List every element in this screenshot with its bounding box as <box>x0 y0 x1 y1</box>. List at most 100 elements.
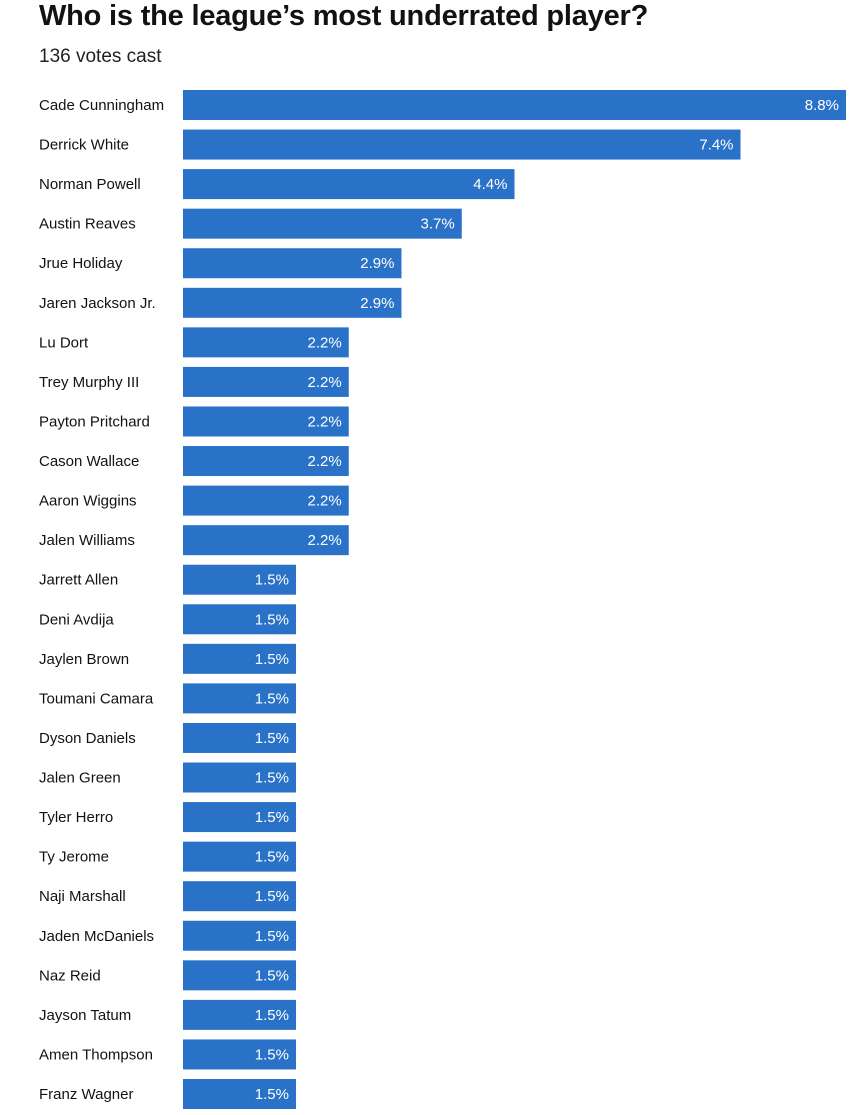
category-label: Cason Wallace <box>39 453 139 470</box>
category-label: Franz Wagner <box>39 1086 133 1103</box>
value-label: 2.2% <box>308 413 342 430</box>
bar-row: Austin Reaves 3.7% <box>39 208 462 239</box>
category-label: Derrick White <box>39 137 129 154</box>
bar <box>183 248 402 279</box>
bar <box>183 406 349 437</box>
value-label: 1.5% <box>255 928 289 945</box>
value-label: 2.9% <box>360 295 394 312</box>
bar-row: Jaylen Brown 1.5% <box>39 643 297 674</box>
value-label: 3.7% <box>421 216 455 233</box>
bar <box>183 999 297 1030</box>
value-label: 1.5% <box>255 967 289 984</box>
value-label: 1.5% <box>255 1046 289 1063</box>
bar <box>183 90 846 120</box>
value-label: 2.2% <box>308 532 342 549</box>
category-label: Austin Reaves <box>39 216 136 233</box>
bar-row: Trey Murphy III 2.2% <box>39 366 349 397</box>
bar <box>183 762 297 793</box>
category-label: Jaren Jackson Jr. <box>39 295 156 312</box>
value-label: 1.5% <box>255 690 289 707</box>
category-label: Tyler Herro <box>39 809 113 826</box>
bar <box>183 485 349 516</box>
bar-row: Jalen Green 1.5% <box>39 762 297 793</box>
bar-row: Tyler Herro 1.5% <box>39 802 297 833</box>
bar <box>183 683 297 714</box>
category-label: Aaron Wiggins <box>39 493 137 510</box>
bar-row: Toumani Camara 1.5% <box>39 683 297 714</box>
bar-row: Jaren Jackson Jr. 2.9% <box>39 287 402 318</box>
value-label: 2.2% <box>308 493 342 510</box>
value-label: 1.5% <box>255 888 289 905</box>
category-label: Trey Murphy III <box>39 374 139 391</box>
category-label: Cade Cunningham <box>39 97 164 114</box>
bar-row: Franz Wagner 1.5% <box>39 1079 297 1109</box>
bar-row: Payton Pritchard 2.2% <box>39 406 349 437</box>
bar-row: Jaden McDaniels 1.5% <box>39 920 297 951</box>
value-label: 1.5% <box>255 1086 289 1103</box>
category-label: Jalen Williams <box>39 532 135 549</box>
bar-row: Lu Dort 2.2% <box>39 327 349 358</box>
bar <box>183 564 297 595</box>
bar-row: Ty Jerome 1.5% <box>39 841 297 872</box>
category-label: Toumani Camara <box>39 690 154 707</box>
bar-row: Derrick White 7.4% <box>39 129 741 160</box>
bar-row: Jalen Williams 2.2% <box>39 525 349 556</box>
bar-row: Cason Wallace 2.2% <box>39 446 349 477</box>
bar <box>183 287 402 318</box>
category-label: Naji Marshall <box>39 888 126 905</box>
category-label: Jarrett Allen <box>39 572 118 589</box>
value-label: 1.5% <box>255 1007 289 1024</box>
bar <box>183 960 297 991</box>
bar-row: Norman Powell 4.4% <box>39 169 515 200</box>
bar-row: Dyson Daniels 1.5% <box>39 722 297 753</box>
chart-subtitle: 136 votes cast <box>39 46 162 67</box>
value-label: 1.5% <box>255 572 289 589</box>
value-label: 2.9% <box>360 255 394 272</box>
value-label: 1.5% <box>255 611 289 628</box>
bar-row: Amen Thompson 1.5% <box>39 1039 297 1070</box>
value-label: 1.5% <box>255 651 289 668</box>
bar <box>183 327 349 358</box>
value-label: 2.2% <box>308 334 342 351</box>
value-label: 4.4% <box>473 176 507 193</box>
category-label: Payton Pritchard <box>39 413 150 430</box>
value-label: 1.5% <box>255 809 289 826</box>
value-label: 2.2% <box>308 374 342 391</box>
bar <box>183 920 297 951</box>
bar-row: Jrue Holiday 2.9% <box>39 248 402 279</box>
value-label: 1.5% <box>255 849 289 866</box>
bar <box>183 643 297 674</box>
category-label: Jaylen Brown <box>39 651 129 668</box>
category-label: Amen Thompson <box>39 1046 153 1063</box>
value-label: 1.5% <box>255 730 289 747</box>
category-label: Ty Jerome <box>39 849 109 866</box>
category-label: Deni Avdija <box>39 611 114 628</box>
category-label: Jrue Holiday <box>39 255 123 272</box>
value-label: 2.2% <box>308 453 342 470</box>
bar-row: Naji Marshall 1.5% <box>39 881 297 912</box>
bar <box>183 1079 297 1109</box>
bar <box>183 604 297 635</box>
category-label: Lu Dort <box>39 334 89 351</box>
category-label: Jaden McDaniels <box>39 928 154 945</box>
bar <box>183 525 349 556</box>
category-label: Norman Powell <box>39 176 141 193</box>
category-label: Jayson Tatum <box>39 1007 131 1024</box>
bar <box>183 129 741 160</box>
bar-row: Naz Reid 1.5% <box>39 960 297 991</box>
bar-row: Jarrett Allen 1.5% <box>39 564 297 595</box>
bar <box>183 881 297 912</box>
bar <box>183 446 349 477</box>
bar-row: Jayson Tatum 1.5% <box>39 999 297 1030</box>
bar-row: Aaron Wiggins 2.2% <box>39 485 349 516</box>
bar <box>183 802 297 833</box>
chart-title: Who is the league’s most underrated play… <box>39 0 649 32</box>
bar <box>183 1039 297 1070</box>
bar <box>183 366 349 397</box>
bar-row: Deni Avdija 1.5% <box>39 604 297 635</box>
bar <box>183 722 297 753</box>
bar-row: Cade Cunningham 8.8% <box>39 90 846 120</box>
bar <box>183 208 462 239</box>
category-label: Naz Reid <box>39 967 101 984</box>
